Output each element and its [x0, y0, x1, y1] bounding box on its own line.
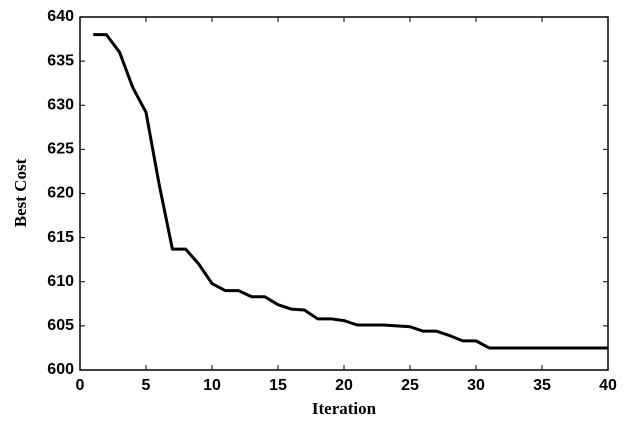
plot-frame — [79, 16, 609, 371]
x-axis-label: Iteration — [312, 399, 377, 418]
x-tick-label: 30 — [467, 377, 485, 394]
y-tick-label: 610 — [47, 273, 74, 290]
x-tick-label: 35 — [533, 377, 551, 394]
y-tick-label: 605 — [47, 317, 74, 334]
x-tick-label: 20 — [335, 377, 353, 394]
x-tick-label: 15 — [269, 377, 287, 394]
x-tick-label: 40 — [599, 377, 617, 394]
x-tick-label: 5 — [142, 377, 151, 394]
x-tick-label: 25 — [401, 377, 419, 394]
y-axis-label: Best Cost — [11, 158, 30, 227]
data-line — [93, 33, 608, 350]
y-tick-label: 635 — [47, 52, 74, 69]
y-tick-label: 620 — [47, 185, 74, 202]
y-tick-label: 600 — [47, 361, 74, 378]
y-tick-label: 615 — [47, 229, 74, 246]
y-tick-label: 630 — [47, 96, 74, 113]
y-tick-label: 625 — [47, 141, 74, 158]
x-tick-label: 10 — [203, 377, 221, 394]
y-tick-label: 640 — [47, 8, 74, 25]
x-tick-label: 0 — [76, 377, 85, 394]
